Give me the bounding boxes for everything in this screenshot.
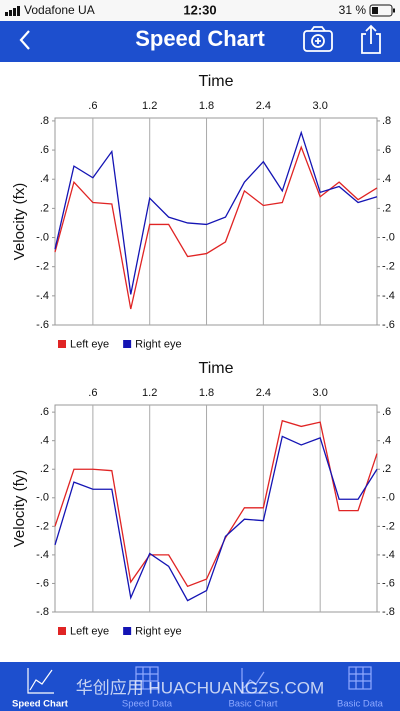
- legend-label: Left eye: [70, 338, 109, 350]
- y-axis-label: Velocity (fx): [11, 183, 28, 261]
- y-tick-label: -.0: [382, 492, 395, 504]
- y-tick-label: .6: [40, 144, 49, 156]
- x-tick-label: .6: [88, 100, 97, 112]
- y-tick-label: .6: [382, 144, 391, 156]
- x-tick-label: 1.2: [142, 387, 157, 399]
- y-tick-label: -.0: [36, 231, 49, 243]
- y-tick-label: -.4: [382, 549, 395, 561]
- chart: Time Velocity (fx) .6 1.2 1.8 2.4 3.0 .8 .8 .6 .6.…: [11, 73, 395, 350]
- x-tick-label: 2.4: [256, 100, 271, 112]
- signal-icon: [5, 6, 20, 16]
- tabs: Speed Chart Speed Data Basic Chart Basic Da…: [12, 699, 384, 710]
- y-tick-label: -.8: [36, 606, 49, 618]
- chart: Time Velocity (fy) .6 1.2 1.8 2.4 3.0 .6 .6 .4 .4.…: [11, 360, 395, 637]
- y-tick-label: .4: [382, 435, 391, 447]
- plot-area: [54, 117, 378, 326]
- y-tick-label: -.6: [36, 319, 49, 331]
- watermark: 华创应用 HUACHUANGZS.COM: [76, 678, 324, 697]
- battery-icon: [369, 4, 395, 17]
- y-tick-label: .6: [382, 406, 391, 418]
- y-tick-label: .2: [40, 202, 49, 214]
- camera-button[interactable]: [303, 26, 333, 52]
- chart-title: Time: [199, 73, 234, 90]
- tab-label[interactable]: Speed Data: [122, 699, 173, 710]
- y-tick-label: .2: [382, 202, 391, 214]
- legend-label: Right eye: [135, 625, 181, 637]
- y-tick-label: .2: [40, 463, 49, 475]
- y-tick-label: .6: [40, 406, 49, 418]
- x-tick-label: 3.0: [313, 387, 328, 399]
- x-tick-label: 1.8: [199, 387, 214, 399]
- y-tick-label: -.4: [36, 549, 49, 561]
- legend-label: Left eye: [70, 625, 109, 637]
- share-button[interactable]: [361, 24, 381, 54]
- y-tick-label: -.2: [382, 261, 395, 273]
- y-tick-label: -.2: [36, 520, 49, 532]
- x-tick-label: 1.8: [199, 100, 214, 112]
- y-tick-label: -.0: [382, 231, 395, 243]
- y-tick-label: .8: [382, 115, 391, 127]
- x-tick-label: 2.4: [256, 387, 271, 399]
- back-button[interactable]: [19, 30, 30, 50]
- x-tick-label: .6: [88, 387, 97, 399]
- legend-swatch: [123, 627, 132, 635]
- y-tick-label: .4: [40, 435, 49, 447]
- x-tick-label: 3.0: [313, 100, 328, 112]
- x-tick-label: 1.2: [142, 100, 157, 112]
- y-tick-label: -.6: [382, 319, 395, 331]
- y-tick-label: .4: [40, 173, 49, 185]
- series-line: [54, 419, 378, 588]
- y-tick-label: -.2: [382, 520, 395, 532]
- y-tick-label: -.6: [382, 577, 395, 589]
- y-tick-label: .4: [382, 173, 391, 185]
- legend-swatch: [58, 627, 66, 635]
- charts: Time Velocity (fx) .6 1.2 1.8 2.4 3.0 .8 .8 .6 .6.…: [11, 73, 395, 637]
- y-tick-label: .8: [40, 115, 49, 127]
- tab-bar: [0, 662, 400, 711]
- chart-title: Time: [199, 360, 234, 377]
- y-tick-label: -.4: [36, 290, 49, 302]
- y-tick-label: -.0: [36, 492, 49, 504]
- clock: 12:30: [183, 2, 216, 17]
- nav-bar: [0, 21, 400, 62]
- y-tick-label: -.6: [36, 577, 49, 589]
- y-tick-label: -.4: [382, 290, 395, 302]
- series-line: [54, 130, 378, 295]
- legend-swatch: [58, 340, 66, 348]
- status-bar: [0, 0, 400, 21]
- y-tick-label: -.8: [382, 606, 395, 618]
- y-axis-label: Velocity (fy): [11, 470, 28, 548]
- tab-icon: [135, 666, 372, 694]
- y-tick-label: .2: [382, 463, 391, 475]
- legend-label: Right eye: [135, 338, 181, 350]
- series-line: [54, 145, 378, 310]
- series-line: [54, 435, 378, 602]
- tab-icon: [27, 668, 54, 694]
- tab-label[interactable]: Speed Chart: [12, 699, 69, 710]
- legend-swatch: [123, 340, 132, 348]
- nav-title: Speed Chart: [135, 26, 265, 51]
- battery-level: 31 %: [339, 3, 367, 17]
- tab-label[interactable]: Basic Data: [337, 699, 384, 710]
- tab-label[interactable]: Basic Chart: [228, 699, 277, 710]
- plot-area: [54, 404, 378, 613]
- y-tick-label: -.2: [36, 261, 49, 273]
- carrier: Vodafone UA: [24, 3, 95, 17]
